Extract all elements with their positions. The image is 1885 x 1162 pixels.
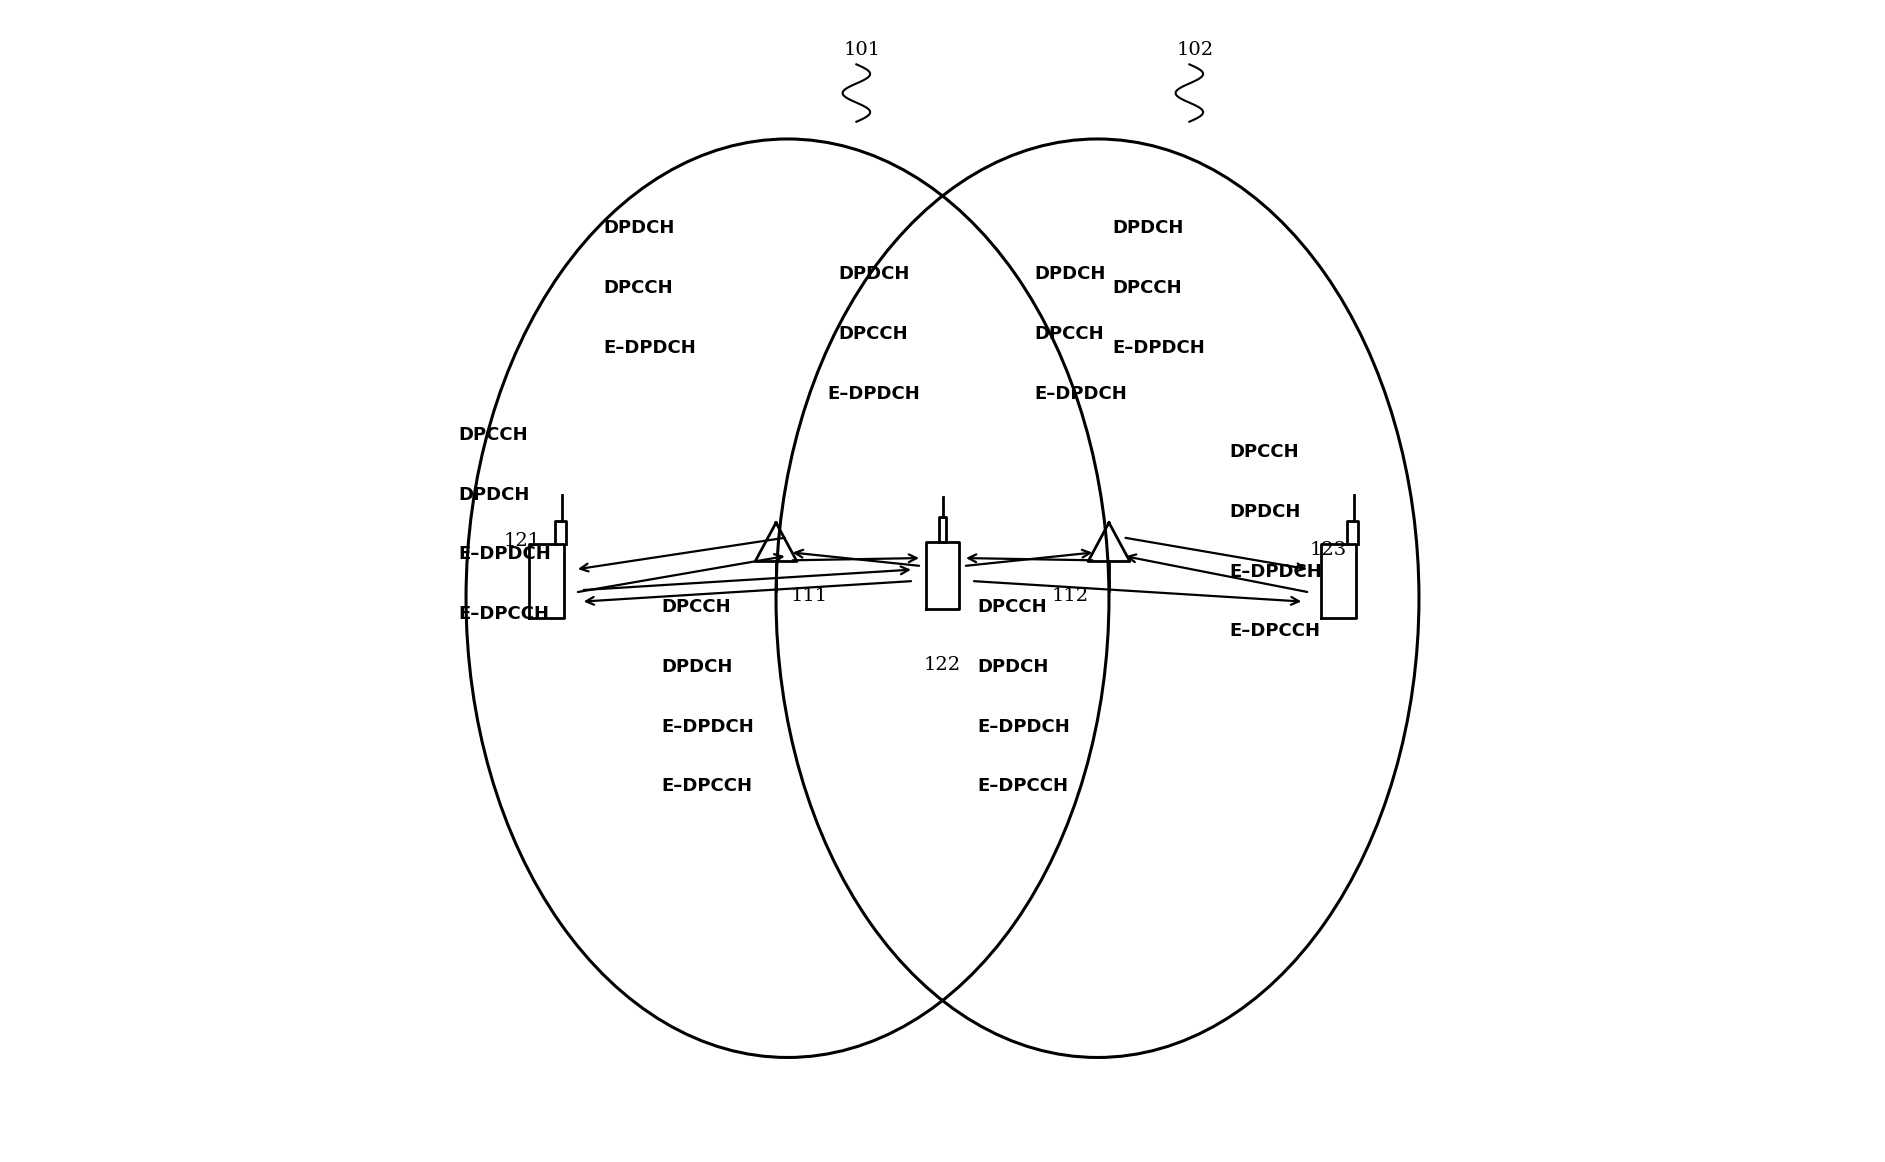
Text: E–DPCCH: E–DPCCH [458,605,549,623]
Text: DPDCH: DPDCH [1229,503,1301,521]
Text: DPDCH: DPDCH [839,265,909,284]
Text: 122: 122 [924,655,961,674]
Text: E–DPDCH: E–DPDCH [603,339,697,357]
Text: 102: 102 [1176,41,1214,58]
Text: 121: 121 [503,532,541,550]
Text: DPCCH: DPCCH [839,325,909,343]
Text: 101: 101 [844,41,880,58]
Text: DPCCH: DPCCH [662,598,731,616]
Text: DPDCH: DPDCH [603,220,675,237]
Text: DPDCH: DPDCH [1035,265,1106,284]
Text: DPDCH: DPDCH [976,658,1048,676]
Text: DPCCH: DPCCH [1229,443,1299,461]
Text: E–DPDCH: E–DPDCH [662,718,754,736]
Text: E–DPDCH: E–DPDCH [1035,385,1127,403]
Text: E–DPDCH: E–DPDCH [1229,562,1321,581]
Text: DPCCH: DPCCH [976,598,1046,616]
Text: 123: 123 [1310,540,1348,559]
Text: DPCCH: DPCCH [603,279,673,297]
Text: DPCCH: DPCCH [1035,325,1105,343]
Text: E–DPDCH: E–DPDCH [976,718,1069,736]
Text: E–DPCCH: E–DPCCH [1229,623,1321,640]
Text: DPCCH: DPCCH [1112,279,1182,297]
Text: E–DPDCH: E–DPDCH [458,545,550,564]
Text: 111: 111 [792,587,828,604]
Text: E–DPDCH: E–DPDCH [1112,339,1205,357]
Text: E–DPCCH: E–DPCCH [976,777,1069,795]
Text: E–DPCCH: E–DPCCH [662,777,752,795]
Text: DPDCH: DPDCH [458,486,530,503]
Text: E–DPDCH: E–DPDCH [828,385,920,403]
Text: DPDCH: DPDCH [1112,220,1184,237]
Text: DPCCH: DPCCH [458,426,528,444]
Text: 112: 112 [1052,587,1090,604]
Text: DPDCH: DPDCH [662,658,733,676]
